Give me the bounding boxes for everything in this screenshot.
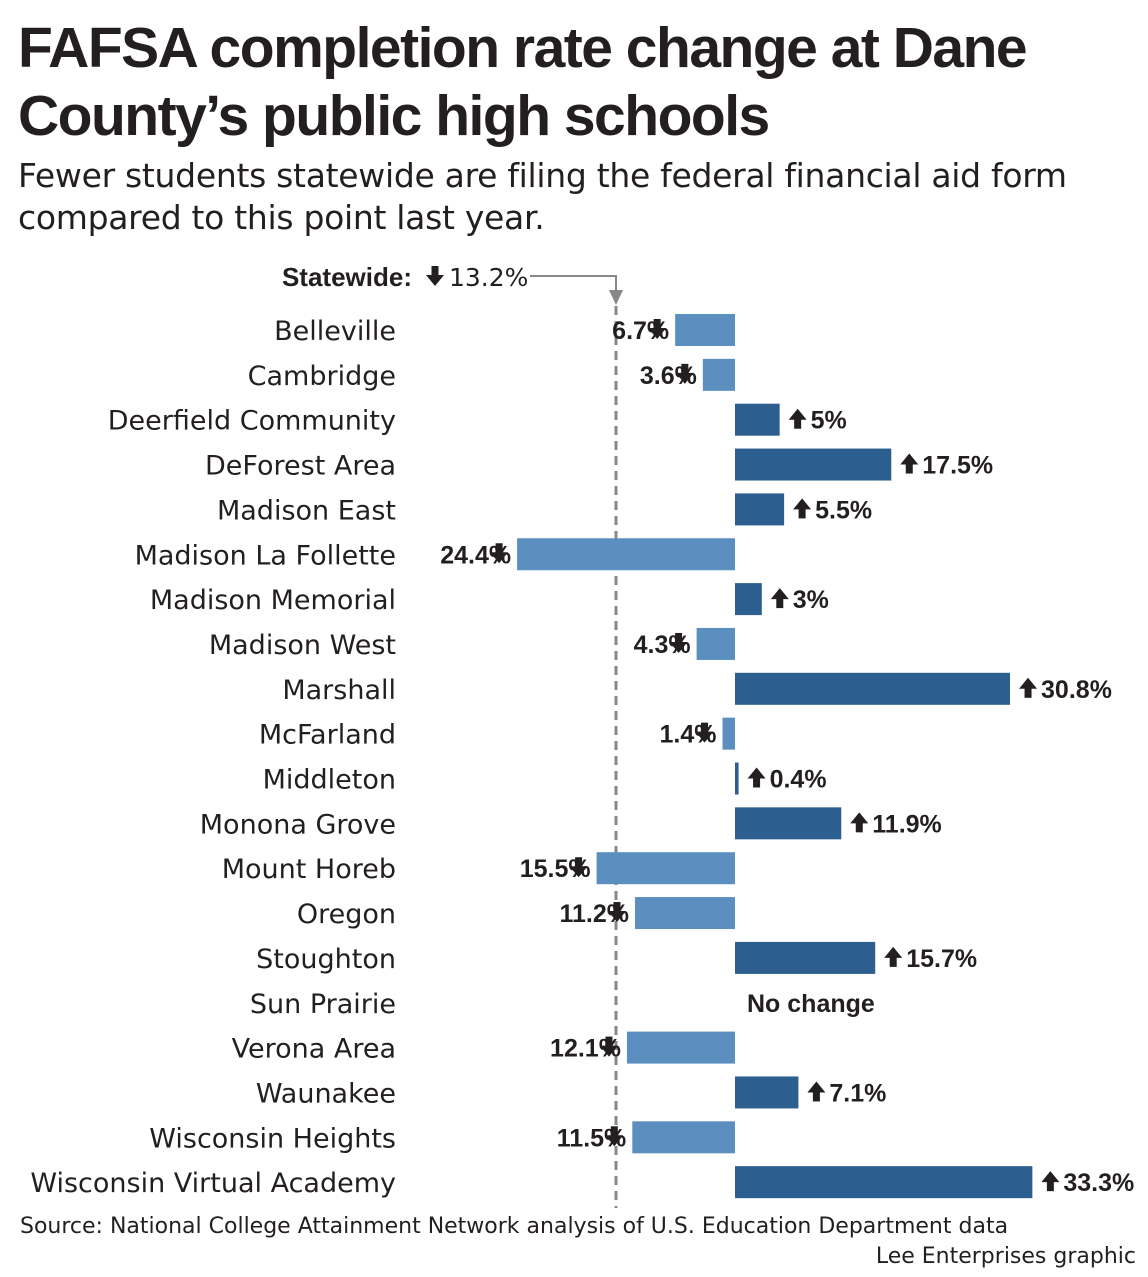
row-belleville: Belleville 6.7%: [274, 314, 735, 347]
bar: [735, 493, 785, 526]
value-label: 33.3%: [1063, 1169, 1134, 1197]
bar: [735, 672, 1011, 705]
bar: [634, 897, 735, 930]
row-madison-la-follette: Madison La Follette 24.4%: [135, 538, 735, 571]
up-arrow-icon: [807, 1081, 826, 1102]
school-label: Madison La Follette: [135, 540, 396, 571]
school-label: DeForest Area: [205, 451, 396, 482]
school-label: Wisconsin Heights: [149, 1123, 396, 1154]
bar: [735, 1076, 799, 1109]
school-label: Waunakee: [256, 1078, 396, 1109]
school-label: Madison Memorial: [150, 585, 396, 616]
bar: [735, 1166, 1033, 1199]
bar: [735, 807, 842, 840]
school-label: Cambridge: [248, 361, 396, 392]
bar: [735, 941, 876, 974]
school-label: Mount Horeb: [222, 854, 396, 885]
chart-subtitle: Fewer students statewide are filing the …: [18, 156, 1067, 237]
up-arrow-icon: [1019, 677, 1038, 698]
bar: [735, 403, 780, 436]
bar: [596, 852, 735, 885]
row-cambridge: Cambridge 3.6%: [248, 358, 735, 392]
up-arrow-icon: [770, 588, 789, 609]
bar: [517, 538, 735, 571]
school-label: Oregon: [297, 899, 396, 930]
up-arrow-icon: [1041, 1171, 1060, 1192]
row-sun-prairie: Sun Prairie No change: [250, 989, 875, 1020]
value-label: 7.1%: [829, 1079, 886, 1107]
up-arrow-icon: [747, 767, 766, 788]
row-deforest-area: DeForest Area 17.5%: [205, 448, 993, 482]
row-madison-memorial: Madison Memorial 3%: [150, 583, 829, 616]
bar-rows: Belleville 6.7% Cambridge 3.6% Deerfield Com…: [30, 314, 1134, 1199]
value-label: 0.4%: [770, 766, 827, 794]
bar: [632, 1121, 735, 1154]
row-oregon: Oregon 11.2%: [297, 897, 735, 930]
school-label: Sun Prairie: [250, 989, 396, 1020]
row-marshall: Marshall 30.8%: [282, 672, 1112, 706]
value-label: 15.7%: [906, 945, 977, 973]
row-mcfarland: McFarland 1.4%: [259, 717, 735, 751]
school-label: McFarland: [259, 720, 396, 751]
row-wisconsin-virtual-academy: Wisconsin Virtual Academy 33.3%: [30, 1166, 1134, 1199]
value-label: 5%: [811, 407, 847, 435]
statewide-value: 13.2%: [449, 263, 528, 292]
school-label: Madison East: [217, 495, 396, 526]
value-label: No change: [747, 990, 875, 1018]
bar: [675, 314, 735, 346]
row-monona-grove: Monona Grove 11.9%: [200, 807, 942, 840]
school-label: Monona Grove: [200, 809, 396, 840]
chart-title: FAFSA completion rate change at Dane Cou…: [18, 16, 1028, 148]
row-wisconsin-heights: Wisconsin Heights 11.5%: [149, 1121, 735, 1154]
up-arrow-icon: [900, 453, 919, 474]
row-stoughton: Stoughton 15.7%: [256, 941, 977, 975]
school-label: Deerfield Community: [108, 406, 396, 437]
school-label: Middleton: [263, 765, 396, 796]
row-madison-east: Madison East 5.5%: [217, 493, 872, 526]
row-waunakee: Waunakee 7.1%: [256, 1076, 886, 1109]
up-arrow-icon: [884, 946, 903, 967]
school-label: Madison West: [209, 630, 396, 661]
school-label: Wisconsin Virtual Academy: [30, 1168, 396, 1199]
source-note: Source: National College Attainment Netw…: [20, 1214, 1009, 1239]
bar: [702, 358, 735, 391]
row-verona-area: Verona Area 12.1%: [232, 1031, 735, 1065]
bar: [735, 762, 739, 795]
value-label: 3%: [793, 586, 829, 614]
up-arrow-icon: [850, 812, 869, 833]
up-arrow-icon: [793, 498, 812, 519]
bar-chart: Statewide: 13.2% Belleville 6.7% Cambridge…: [30, 262, 1134, 1208]
row-mount-horeb: Mount Horeb 15.5%: [222, 852, 735, 885]
statewide-label: Statewide:: [282, 262, 412, 292]
value-label: 30.8%: [1041, 676, 1112, 704]
value-label: 5.5%: [815, 496, 872, 524]
school-label: Marshall: [282, 675, 396, 706]
bar: [722, 717, 735, 750]
row-deerfield-community: Deerfield Community 5%: [108, 403, 847, 437]
bar: [735, 448, 892, 481]
credit-note: Lee Enterprises graphic: [875, 1244, 1136, 1269]
statewide-reference: Statewide: 13.2%: [282, 262, 623, 1208]
school-label: Verona Area: [232, 1034, 396, 1065]
value-label: 11.9%: [872, 810, 942, 838]
row-middleton: Middleton 0.4%: [263, 762, 827, 796]
school-label: Belleville: [274, 316, 396, 347]
row-madison-west: Madison West 4.3%: [209, 627, 735, 661]
bar: [696, 627, 735, 660]
statewide-arrowhead-icon: [609, 290, 623, 305]
bar: [626, 1031, 735, 1064]
school-label: Stoughton: [256, 944, 396, 975]
value-label: 17.5%: [922, 452, 993, 480]
up-arrow-icon: [788, 408, 807, 429]
statewide-connector-line: [530, 275, 617, 290]
statewide-down-arrow-icon: [426, 266, 444, 286]
bar: [735, 583, 762, 616]
